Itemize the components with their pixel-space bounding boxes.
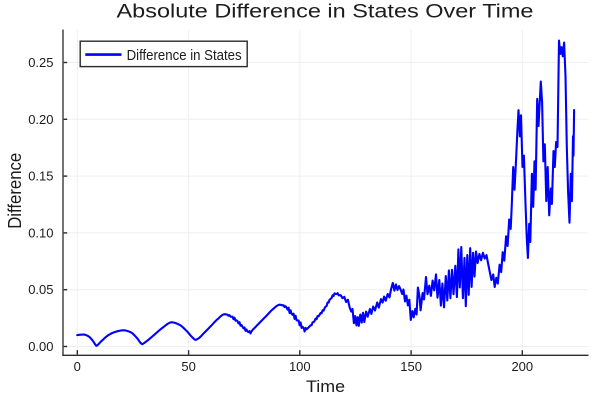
svg-text:0.15: 0.15 [28, 169, 53, 184]
svg-text:0.05: 0.05 [28, 282, 53, 297]
svg-text:Time: Time [306, 377, 345, 396]
svg-text:0.25: 0.25 [28, 55, 53, 70]
svg-text:Absolute Difference in States: Absolute Difference in States Over Time [117, 1, 534, 22]
svg-text:200: 200 [511, 359, 533, 374]
svg-text:0.20: 0.20 [28, 112, 53, 127]
svg-text:50: 50 [181, 359, 195, 374]
svg-text:0.10: 0.10 [28, 225, 53, 240]
svg-text:Difference in States: Difference in States [127, 47, 242, 64]
svg-text:0.00: 0.00 [28, 339, 53, 354]
svg-text:150: 150 [400, 359, 422, 374]
svg-text:100: 100 [289, 359, 311, 374]
svg-text:Difference: Difference [5, 153, 25, 229]
svg-text:0: 0 [74, 359, 81, 374]
